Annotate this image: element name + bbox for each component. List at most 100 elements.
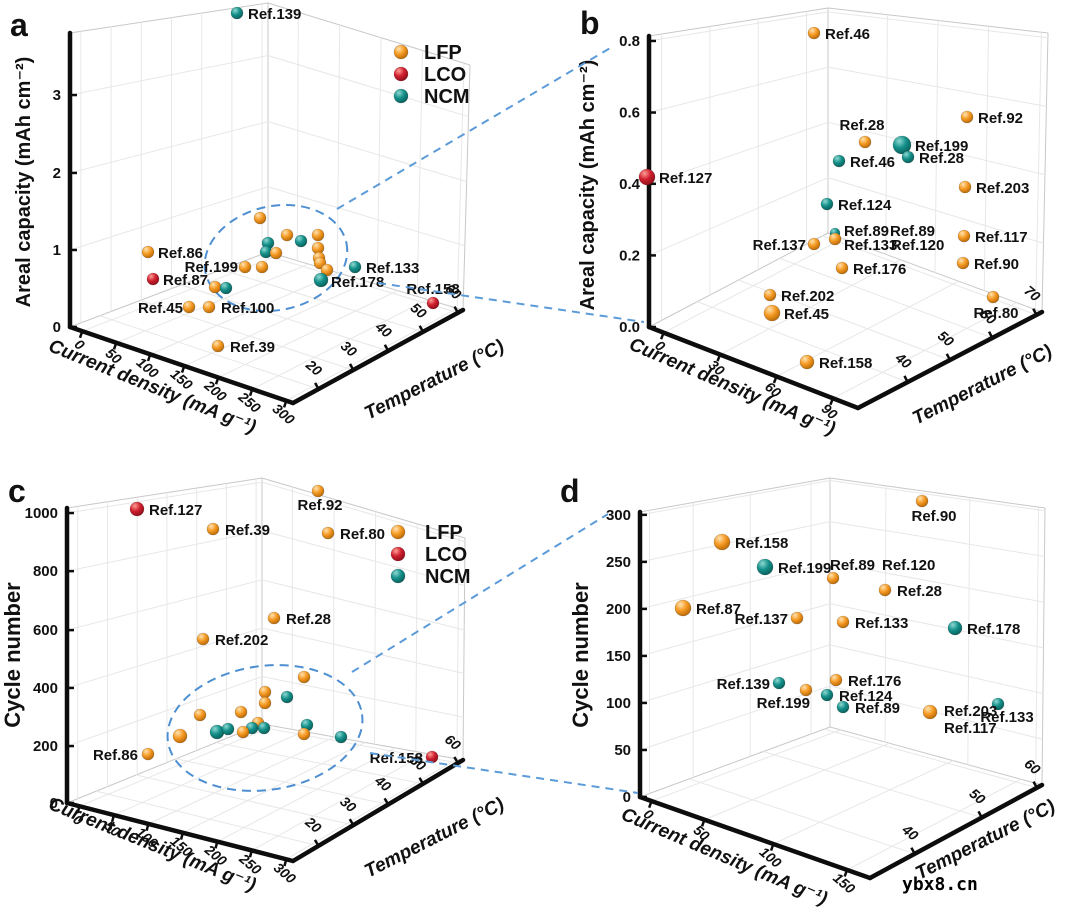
zoom-region-ellipse bbox=[166, 664, 364, 792]
x-tick bbox=[180, 365, 186, 373]
gridline bbox=[829, 562, 1045, 603]
scatter-point-LFP bbox=[878, 583, 892, 597]
y-tick-label: 250 bbox=[606, 554, 631, 571]
scatter-point-LFP bbox=[807, 26, 821, 40]
y-tick-label: 50 bbox=[614, 742, 631, 759]
y-tick-label: 300 bbox=[606, 507, 631, 524]
scatter-point-LFP bbox=[141, 747, 155, 761]
point-label: Ref.139 bbox=[717, 676, 770, 693]
gridline bbox=[261, 481, 466, 543]
gridline bbox=[639, 644, 831, 704]
z-tick-label: 50 bbox=[408, 299, 430, 321]
x-tick bbox=[214, 841, 219, 849]
z-tick bbox=[383, 797, 390, 806]
points-group bbox=[638, 26, 1000, 370]
gridline bbox=[79, 725, 274, 807]
x-tick bbox=[248, 388, 254, 397]
point-label: Ref.87 bbox=[163, 272, 208, 289]
scatter-point-NCM bbox=[947, 620, 963, 636]
gridline bbox=[983, 26, 990, 291]
gridline bbox=[639, 479, 831, 516]
box-edge bbox=[66, 477, 263, 509]
gridline bbox=[648, 121, 829, 185]
point-label: Ref.46 bbox=[825, 26, 870, 43]
z-tick bbox=[910, 847, 916, 855]
point-label: Ref.28 bbox=[897, 583, 942, 600]
y-axis-title: Cycle number bbox=[568, 582, 593, 728]
point-label: Ref.80 bbox=[973, 305, 1018, 322]
y-tick-label: 150 bbox=[606, 648, 631, 665]
scatter-point-LFP bbox=[958, 180, 972, 194]
scatter-point-LFP bbox=[311, 484, 325, 498]
scatter-point-NCM bbox=[221, 722, 235, 736]
gridline bbox=[648, 177, 829, 256]
panel-letter-d: d bbox=[560, 473, 580, 509]
point-label: Ref.178 bbox=[331, 274, 384, 291]
gridline bbox=[99, 315, 319, 390]
gridline bbox=[779, 257, 993, 339]
point-label: Ref.39 bbox=[230, 339, 275, 356]
x-tick bbox=[700, 819, 706, 827]
y-tick-label: 0 bbox=[53, 319, 61, 336]
gridline bbox=[829, 521, 1045, 557]
gridline bbox=[217, 747, 396, 843]
x-tick-label: 300 bbox=[271, 859, 299, 886]
y-tick-label: 0.4 bbox=[619, 176, 641, 193]
point-label: Ref.86 bbox=[93, 747, 138, 764]
y-tick-label: 0.2 bbox=[619, 247, 640, 264]
gridline bbox=[261, 530, 465, 586]
gridline bbox=[256, 725, 458, 764]
gridline bbox=[1035, 507, 1040, 784]
x-tick bbox=[112, 342, 118, 350]
gridline bbox=[456, 63, 465, 309]
legend-marker-LFP bbox=[393, 44, 409, 60]
y-tick-label: 200 bbox=[33, 738, 58, 755]
gridline bbox=[267, 55, 469, 118]
y-tick-label: 800 bbox=[33, 563, 58, 580]
scatter-point-LFP bbox=[255, 260, 269, 274]
scatter-point-LFP bbox=[182, 300, 196, 314]
point-label: Ref.199 bbox=[185, 259, 238, 276]
x-tick bbox=[283, 858, 288, 867]
x-tick bbox=[659, 332, 665, 340]
gridline bbox=[66, 676, 263, 747]
gridline bbox=[286, 307, 458, 402]
scatter-point-NCM bbox=[280, 690, 294, 704]
legend-label: LCO bbox=[424, 64, 466, 86]
box-edge bbox=[462, 64, 471, 311]
z-axis-title: Temperature (°C) bbox=[909, 341, 1055, 429]
x-tick bbox=[76, 805, 81, 814]
point-label: Ref.28 bbox=[286, 611, 331, 628]
zoom-connector-line bbox=[377, 282, 645, 323]
point-label: Ref.89 bbox=[890, 223, 935, 240]
point-label: Ref.127 bbox=[149, 502, 202, 519]
scatter-point-NCM bbox=[209, 724, 225, 740]
scatter-point-LFP bbox=[836, 615, 850, 629]
point-label: Ref.176 bbox=[853, 261, 906, 278]
scatter-point-NCM bbox=[901, 150, 915, 164]
scatter-point-LFP bbox=[956, 256, 970, 270]
scatter-point-LCO bbox=[129, 501, 145, 517]
scatter-point-NCM bbox=[820, 688, 834, 702]
z-tick-label: 40 bbox=[371, 772, 394, 795]
scatter-point-LCO bbox=[146, 272, 160, 286]
gridline bbox=[176, 758, 389, 805]
y-tick-label: 0 bbox=[50, 795, 58, 812]
point-label: Ref.137 bbox=[753, 237, 806, 254]
gridline bbox=[66, 481, 263, 514]
scatter-point-LFP bbox=[297, 670, 311, 684]
y-tick-label: 1000 bbox=[25, 505, 58, 522]
gridline bbox=[829, 479, 1046, 512]
x-axis-line bbox=[646, 324, 861, 411]
box-edge bbox=[648, 7, 829, 37]
x-axis-title: Current density (mA g⁻¹) bbox=[618, 804, 830, 910]
legend-label: LFP bbox=[424, 42, 462, 64]
box-edge bbox=[1041, 507, 1046, 786]
panel-letter-b: b bbox=[580, 5, 600, 41]
x-tick bbox=[716, 354, 722, 362]
y-tick-label: 3 bbox=[53, 87, 61, 104]
point-label: Ref.202 bbox=[781, 288, 834, 305]
